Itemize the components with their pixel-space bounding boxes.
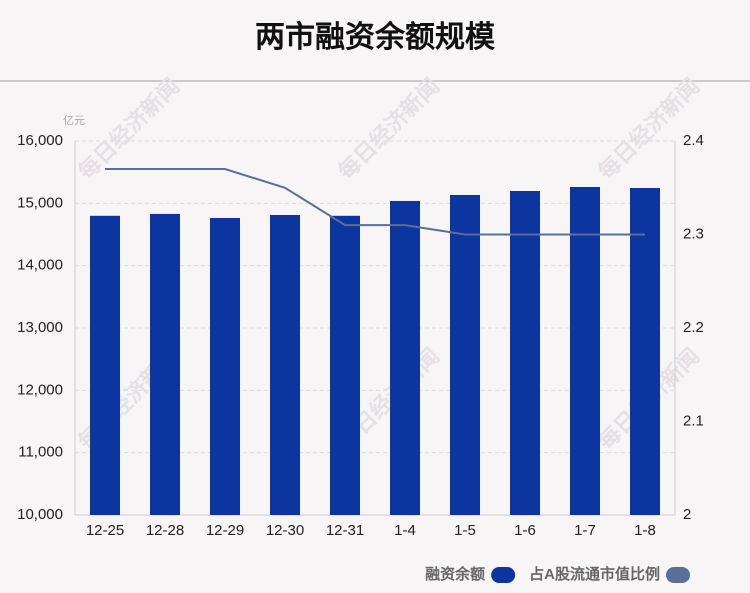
x-tick-label: 1-7 bbox=[574, 522, 596, 539]
y-tick-label: 15,000 bbox=[17, 194, 63, 211]
x-tick-label: 1-8 bbox=[634, 522, 656, 539]
legend-label: 占A股流通市值比例 bbox=[529, 565, 660, 583]
bar bbox=[270, 214, 300, 515]
y2-tick-label: 2.3 bbox=[683, 225, 704, 242]
line bbox=[105, 168, 645, 236]
chart-title: 两市融资余额规模 bbox=[255, 20, 495, 54]
x-tick-label: 12-28 bbox=[146, 522, 184, 539]
y2-tick-label: 2.2 bbox=[683, 319, 704, 336]
bar bbox=[630, 187, 660, 515]
bar bbox=[510, 190, 540, 515]
x-tick-label: 1-5 bbox=[454, 522, 476, 539]
x-tick-label: 12-31 bbox=[326, 522, 364, 539]
y2-tick-label: 2.1 bbox=[683, 412, 704, 429]
bar bbox=[150, 213, 180, 515]
y-tick-label: 14,000 bbox=[17, 257, 63, 274]
bar bbox=[570, 187, 600, 515]
x-tick-label: 1-4 bbox=[394, 522, 416, 539]
bar bbox=[390, 200, 420, 515]
y-tick-label: 12,000 bbox=[17, 381, 63, 398]
y-unit: 亿元 bbox=[63, 114, 85, 127]
y-tick-label: 13,000 bbox=[17, 319, 63, 336]
legend-swatch bbox=[666, 567, 690, 583]
x-tick-label: 12-30 bbox=[266, 522, 304, 539]
y-tick-label: 10,000 bbox=[17, 506, 63, 523]
bar bbox=[330, 215, 360, 516]
bar bbox=[90, 215, 120, 516]
x-tick-label: 1-6 bbox=[514, 522, 536, 539]
x-tick-label: 12-29 bbox=[206, 522, 244, 539]
bar bbox=[450, 194, 480, 516]
y2-tick-label: 2 bbox=[683, 506, 691, 523]
y-tick-label: 11,000 bbox=[18, 444, 63, 461]
x-tick-label: 12-25 bbox=[86, 522, 124, 539]
bar bbox=[210, 217, 240, 515]
legend-label: 融资余额 bbox=[425, 565, 485, 583]
legend-swatch bbox=[491, 567, 516, 583]
y-tick-label: 16,000 bbox=[17, 132, 63, 149]
y2-tick-label: 2.4 bbox=[683, 132, 704, 149]
